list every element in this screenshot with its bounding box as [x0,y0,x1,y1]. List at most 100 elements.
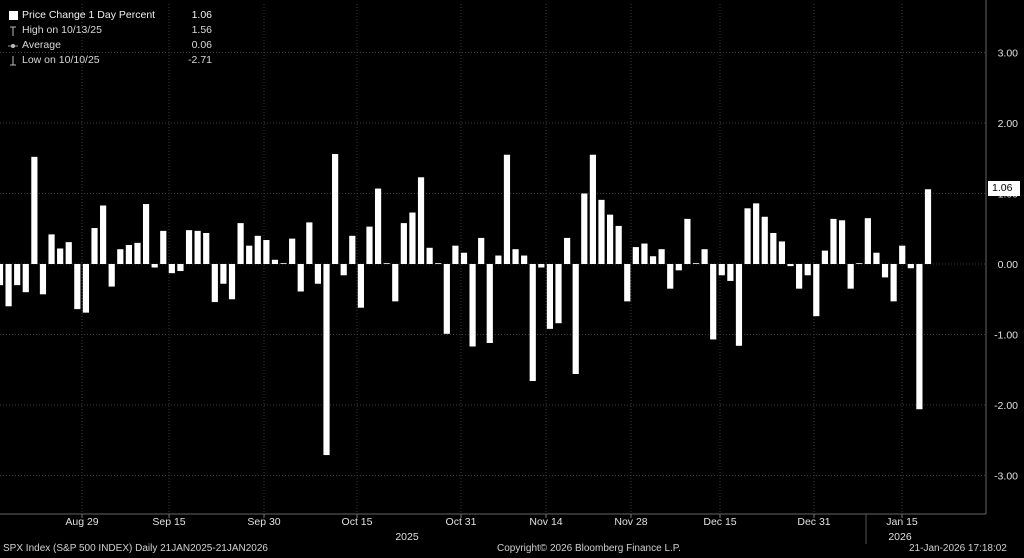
chart-legend: Price Change 1 Day Percent 1.06 High on … [4,8,212,68]
bar [82,264,90,313]
bar [443,264,450,334]
legend-low-value: -2.71 [188,54,212,66]
bar [529,264,536,382]
bar [48,234,55,264]
last-value-badge: 1.06 [988,181,1020,196]
bar [924,189,932,264]
series-square-icon [4,11,22,20]
bar [718,264,725,276]
bar [22,264,29,293]
bar [383,263,390,264]
bar [65,242,72,264]
bar [39,264,47,295]
bar [314,264,322,284]
bar [340,264,347,276]
bar [134,242,141,264]
bar [838,220,846,264]
bar [357,264,364,308]
bar [460,252,468,264]
legend-average-value: 0.06 [191,39,212,51]
bar [856,263,863,264]
bar [770,232,777,264]
legend-high-value: 1.56 [191,24,212,36]
bar [890,264,897,302]
bar [142,204,150,264]
x-tick-label: Dec 31 [797,516,830,528]
average-marker-icon [4,40,22,52]
high-marker-icon [4,25,22,37]
legend-low-label: Low on 10/10/25 [22,54,100,66]
bar [667,264,674,289]
bar [417,177,425,264]
bar [332,154,339,264]
bar [881,264,889,278]
bar [606,214,614,264]
bar [538,264,545,268]
footer-copyright: Copyright© 2026 Bloomberg Finance L.P. [497,543,681,554]
bar [374,188,382,264]
bar [907,264,914,269]
bar [452,245,459,264]
bar [74,264,81,310]
bar [813,264,820,317]
x-tick-label: Sep 15 [152,516,185,528]
bar [220,264,227,284]
year-label: 2025 [395,531,419,543]
bar [546,264,554,329]
legend-series-row: Price Change 1 Day Percent 1.06 [4,8,212,23]
bar [821,250,828,264]
bar [151,264,158,268]
bar [521,255,528,264]
bar [641,243,648,264]
bar [761,216,768,264]
bar [916,264,923,410]
bar [125,244,132,264]
bar [100,205,107,264]
bar [804,264,811,276]
bar [254,235,261,264]
bar [486,264,493,343]
y-tick-label: -2.00 [994,400,1018,412]
bar [185,230,193,264]
bar [228,264,236,300]
bar [168,264,175,274]
bar [684,218,691,264]
bar [478,237,485,264]
y-tick-label: -1.00 [994,330,1018,342]
x-tick-label: Sep 30 [247,516,280,528]
bar [246,245,253,264]
y-tick-label: 3.00 [998,48,1019,60]
bar [160,230,167,264]
bar [177,264,184,272]
bar [469,264,476,347]
legend-average-row: Average 0.06 [4,38,212,53]
x-tick-label: Nov 14 [529,516,562,528]
bar [589,154,596,264]
bar [366,226,373,264]
bar [624,264,631,302]
bar [280,263,287,264]
bar [31,156,38,264]
bar [91,228,98,264]
bar [873,252,880,264]
legend-series-value: 1.06 [191,9,212,21]
bar [117,249,124,264]
x-tick-label: Aug 29 [65,516,98,528]
bar [649,256,657,264]
bar [615,225,622,264]
bar [349,235,356,264]
y-tick-label: -3.00 [994,471,1018,483]
bar [0,264,4,286]
bar [744,208,751,264]
footer-timestamp: 21-Jan-2026 17:18:02 [909,543,1007,554]
bar [735,264,743,346]
bar [787,264,794,267]
bar [675,264,682,271]
bar [727,264,734,281]
bar [323,264,330,456]
bar [435,263,442,264]
bar [864,218,871,264]
bar [57,248,64,264]
bar [778,241,786,264]
